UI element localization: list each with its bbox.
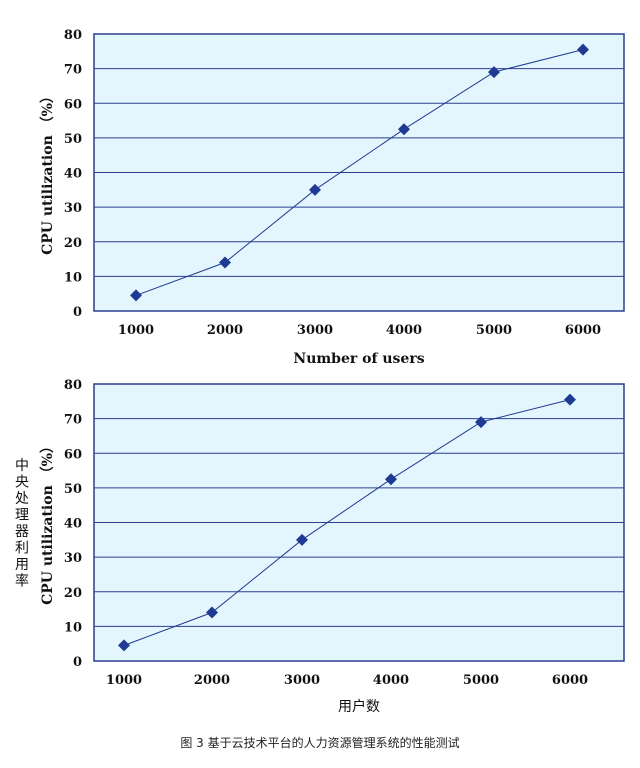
data-point-marker bbox=[577, 43, 589, 56]
data-point-marker bbox=[385, 473, 397, 486]
y-axis-title-char: 理 bbox=[15, 508, 29, 524]
x-axis-title: 用户数 bbox=[338, 698, 380, 715]
data-point-marker bbox=[130, 289, 142, 302]
x-tick-label: 6000 bbox=[552, 673, 588, 688]
y-tick-label: 40 bbox=[64, 167, 82, 182]
x-tick-label: 4000 bbox=[386, 323, 422, 338]
y-tick-label: 10 bbox=[64, 270, 82, 285]
y-axis-title-char: 央 bbox=[15, 475, 29, 491]
y-tick-label: 50 bbox=[64, 482, 82, 497]
data-point-marker bbox=[564, 393, 576, 406]
chart-cpu-utilization-top: 0 10 20 30 40 50 60 70 80 1000 2000 3000 4000 5000 60… bbox=[40, 28, 625, 367]
y-tick-label: 0 bbox=[73, 655, 82, 670]
y-tick-label: 50 bbox=[64, 132, 82, 147]
y-tick-label: 30 bbox=[64, 551, 82, 566]
x-axis-title: Number of users bbox=[293, 351, 424, 367]
x-tick-labels: 1000 2000 3000 4000 5000 6000 bbox=[106, 673, 588, 688]
x-tick-label: 2000 bbox=[207, 323, 243, 338]
chart-cpu-utilization-bottom: 0 10 20 30 40 50 60 70 80 1000 2000 3000 4000 5000 60… bbox=[15, 378, 625, 715]
y-axis-title: CPU utilization （%） bbox=[40, 439, 56, 605]
y-tick-label: 20 bbox=[64, 586, 82, 601]
y-tick-label: 70 bbox=[64, 413, 82, 428]
y-axis-title-char: 利 bbox=[15, 541, 29, 557]
x-tick-label: 5000 bbox=[476, 323, 512, 338]
x-tick-label: 1000 bbox=[106, 673, 142, 688]
x-tick-label: 1000 bbox=[118, 323, 154, 338]
data-point-marker bbox=[206, 606, 218, 619]
x-tick-label: 3000 bbox=[297, 323, 333, 338]
y-tick-label: 10 bbox=[64, 620, 82, 635]
data-point-marker bbox=[488, 66, 500, 79]
data-point-marker bbox=[296, 533, 308, 546]
data-point-marker bbox=[118, 639, 130, 652]
x-tick-label: 4000 bbox=[373, 673, 409, 688]
y-axis-title-char: 器 bbox=[15, 524, 29, 540]
x-tick-label: 5000 bbox=[463, 673, 499, 688]
x-tick-label: 6000 bbox=[565, 323, 601, 338]
y-axis-title-char: 中 bbox=[15, 458, 29, 474]
y-tick-label: 60 bbox=[64, 447, 82, 462]
x-tick-label: 3000 bbox=[284, 673, 320, 688]
y-tick-label: 80 bbox=[64, 378, 82, 393]
x-tick-label: 2000 bbox=[194, 673, 230, 688]
series-line bbox=[135, 49, 584, 296]
y-tick-label: 70 bbox=[64, 63, 82, 78]
y-tick-labels: 0 10 20 30 40 50 60 70 80 bbox=[64, 378, 82, 670]
y-axis-title-char: 率 bbox=[15, 573, 29, 590]
y-axis-title: CPU utilization （%） bbox=[40, 89, 56, 255]
data-point-marker bbox=[475, 416, 487, 429]
y-tick-label: 40 bbox=[64, 517, 82, 532]
y-tick-label: 60 bbox=[64, 97, 82, 112]
grid-lines bbox=[94, 418, 624, 627]
y-axis-title-char: 处 bbox=[15, 491, 29, 507]
y-tick-label: 0 bbox=[73, 305, 82, 320]
series-line bbox=[123, 399, 571, 646]
data-point-marker bbox=[309, 183, 321, 196]
series bbox=[130, 43, 589, 302]
data-point-marker bbox=[398, 123, 410, 136]
data-point-marker bbox=[219, 256, 231, 269]
y-axis-title-char: 用 bbox=[15, 557, 29, 573]
x-tick-labels: 1000 2000 3000 4000 5000 6000 bbox=[118, 323, 601, 338]
y-tick-label: 30 bbox=[64, 201, 82, 216]
y-tick-label: 80 bbox=[64, 28, 82, 43]
y-tick-label: 20 bbox=[64, 236, 82, 251]
figure-caption: 图 3 基于云技术平台的人力资源管理系统的性能测试 bbox=[180, 735, 459, 750]
series bbox=[118, 393, 576, 652]
y-tick-labels: 0 10 20 30 40 50 60 70 80 bbox=[64, 28, 82, 320]
grid-lines bbox=[94, 68, 624, 277]
